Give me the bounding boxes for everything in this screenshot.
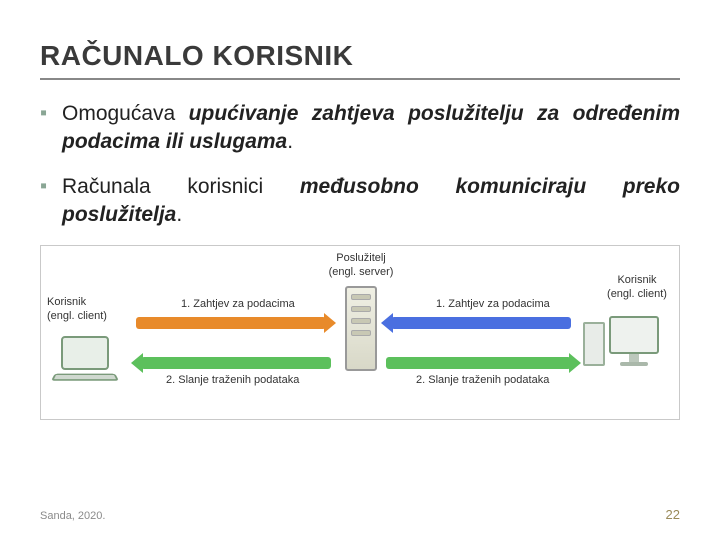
b2-post: . (176, 203, 182, 226)
desktop-icon (609, 316, 659, 366)
arrow-right-request-label: 1. Zahtjev za podacima (436, 298, 550, 310)
arrow-right-response (386, 354, 571, 372)
arrow-right-request (391, 314, 571, 332)
slide-title: RAČUNALO KORISNIK (40, 40, 680, 80)
bullet-2: Računala korisnici međusobno komuniciraj… (40, 173, 680, 230)
laptop-icon (61, 336, 117, 382)
arrow-left-request-label: 1. Zahtjev za podacima (181, 298, 295, 310)
server-icon (345, 286, 377, 371)
bullet-1: Omogućava upućivanje zahtjeva poslužitel… (40, 100, 680, 157)
b1-pre: Omogućava (62, 102, 175, 125)
arrow-left-request (136, 314, 326, 332)
arrow-right-response-label: 2. Slanje traženih podataka (416, 374, 549, 386)
network-diagram: Poslužitelj(engl. server) Korisnik(engl.… (40, 245, 680, 420)
b1-post: . (287, 130, 293, 153)
footer-author: Sanda, 2020. (40, 510, 105, 522)
b2-pre: Računala korisnici (62, 175, 263, 198)
arrow-left-response-label: 2. Slanje traženih podataka (166, 374, 299, 386)
server-label: Poslužitelj(engl. server) (316, 252, 406, 278)
client-left-label: Korisnik(engl. client) (47, 296, 117, 322)
bullet-list: Omogućava upućivanje zahtjeva poslužitel… (40, 100, 680, 229)
arrow-left-response (141, 354, 331, 372)
client-right-label: Korisnik(engl. client) (601, 274, 673, 300)
page-number: 22 (666, 507, 680, 522)
